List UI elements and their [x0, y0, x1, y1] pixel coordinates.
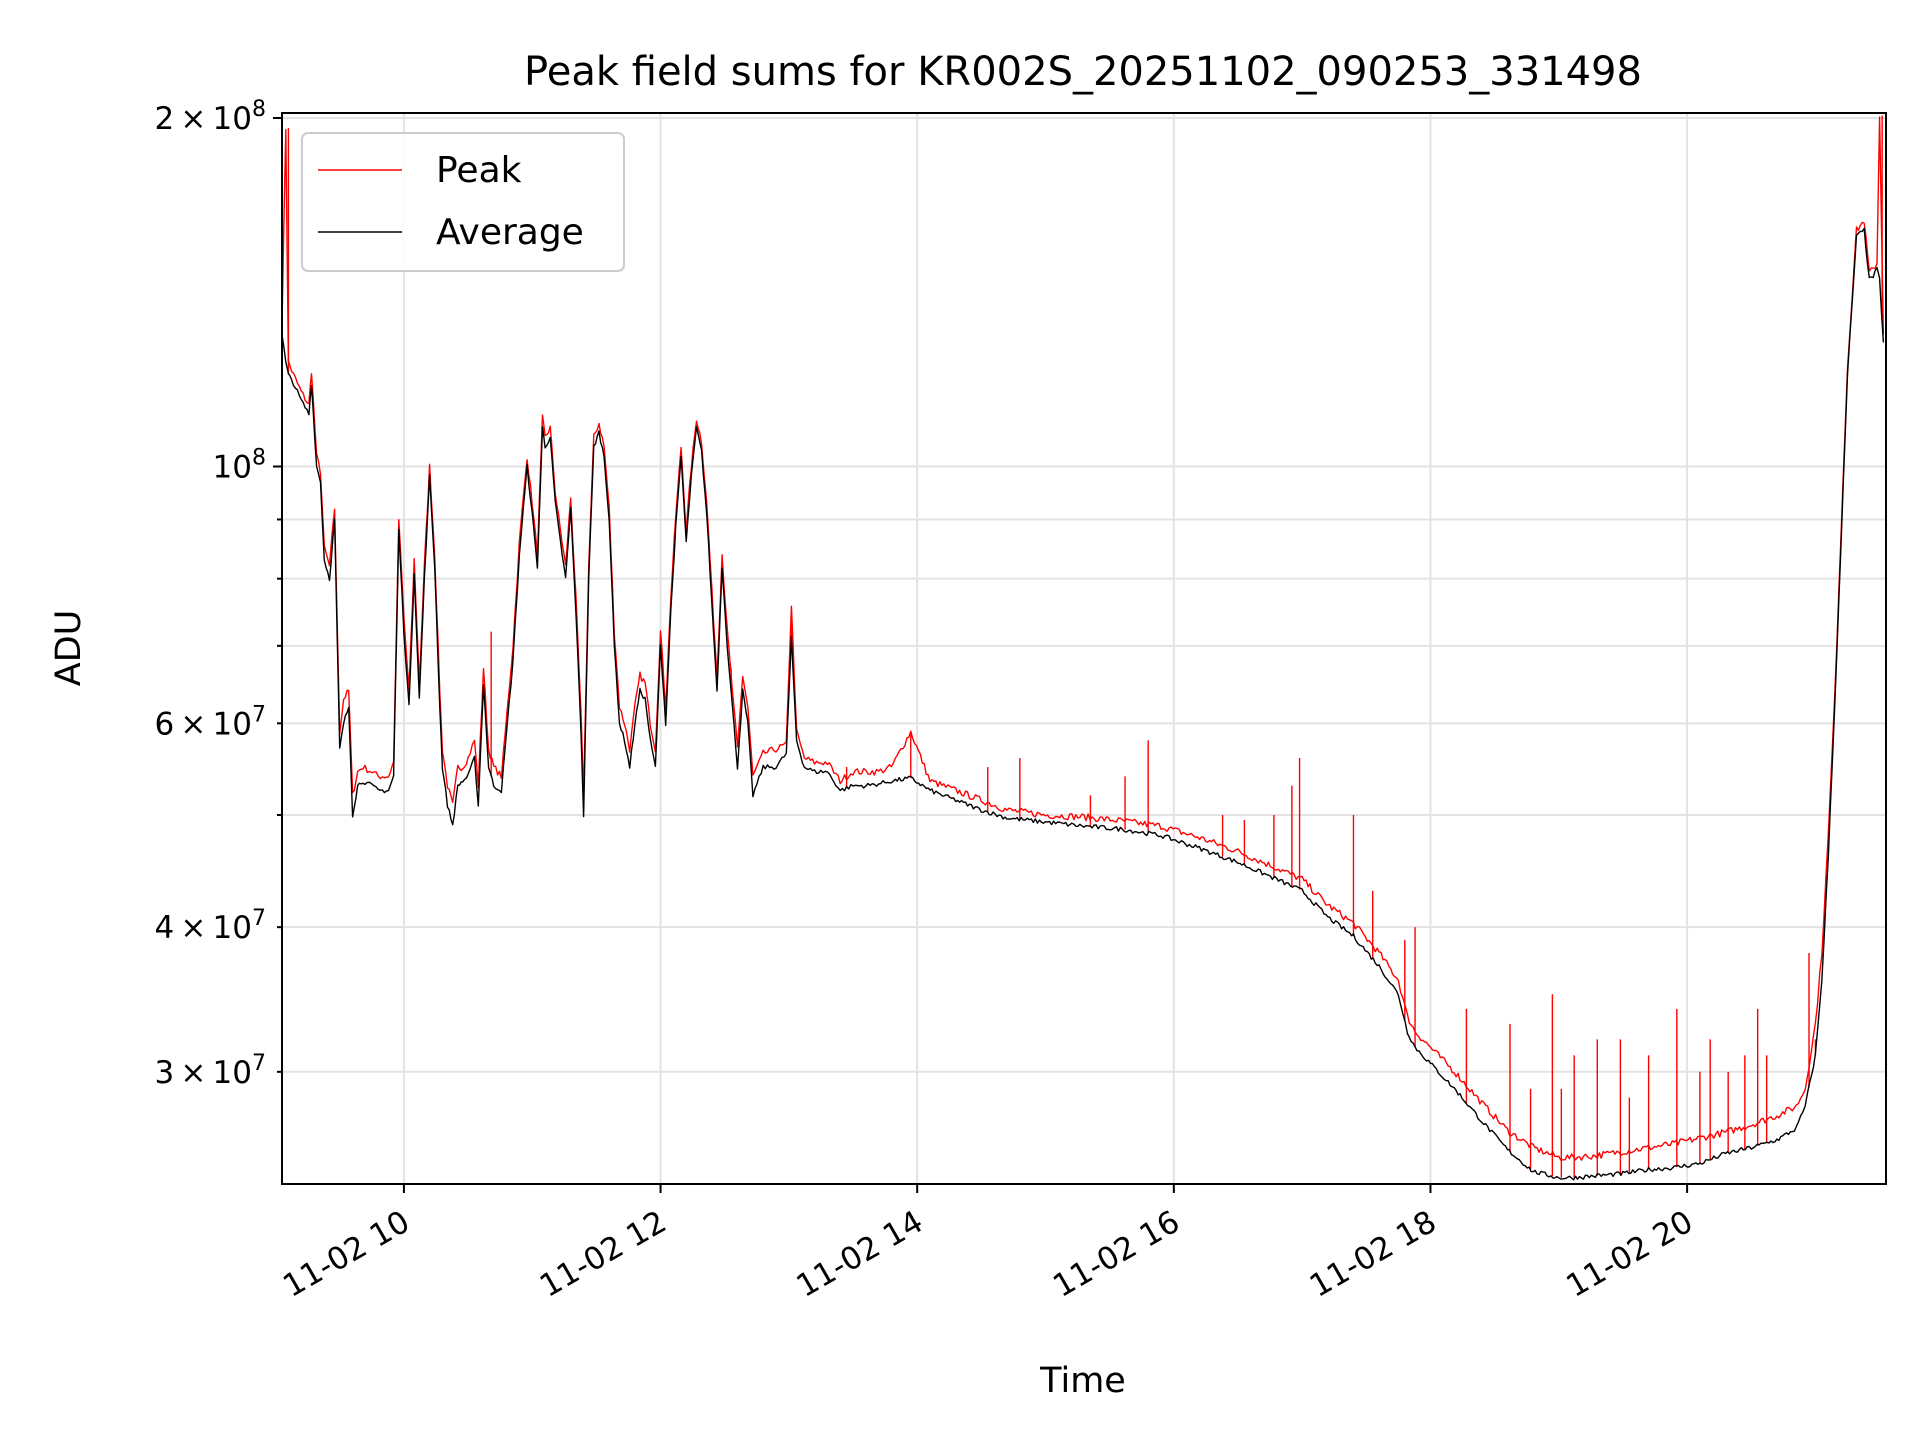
y-axis-label: ADU: [49, 610, 89, 687]
series-average-line: [282, 227, 1885, 1181]
legend-average-label: Average: [436, 212, 584, 253]
y-tick-label: 6 × 107: [154, 702, 266, 742]
legend-box: [301, 132, 625, 272]
y-axis: 108 2 × 108 3 × 107 4 × 107 6 × 107: [154, 97, 282, 1091]
y-tick-label: 4 × 107: [154, 906, 266, 946]
legend: Peak Average: [301, 132, 625, 272]
x-axis-label: Time: [1039, 1361, 1126, 1401]
y-tick-label: 3 × 107: [154, 1051, 266, 1091]
y-tick-label: 108: [213, 445, 266, 485]
chart-title: Peak field sums for KR002S_20251102_0902…: [524, 49, 1642, 95]
legend-peak-label: Peak: [436, 150, 522, 191]
plot-series: [282, 115, 1885, 1181]
y-tick-label: 2 × 108: [154, 97, 266, 137]
plot-frame: [281, 112, 1887, 1185]
series-peak-line: [282, 116, 1885, 1161]
grid: [282, 113, 1886, 1184]
